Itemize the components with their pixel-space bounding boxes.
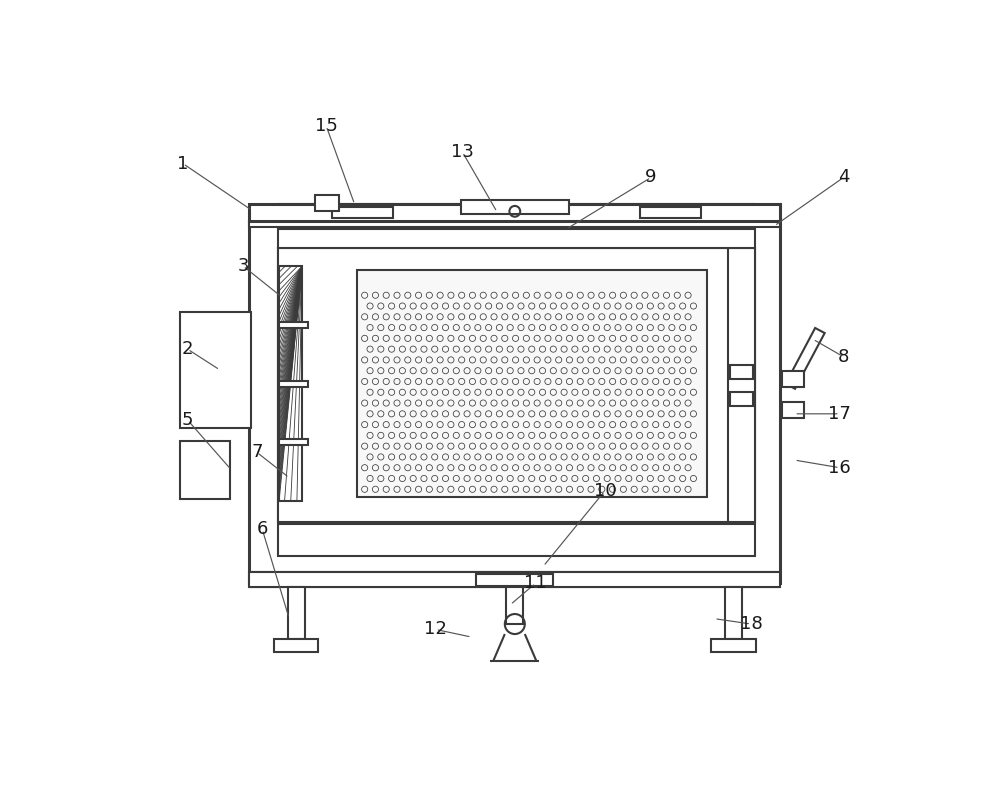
Text: 4: 4 [838,169,849,186]
Text: 15: 15 [315,117,338,135]
Bar [249,572,780,587]
Text: 16: 16 [828,459,851,477]
Bar [725,587,742,639]
Text: 9: 9 [645,169,657,186]
Bar [279,322,308,329]
Text: 2: 2 [182,340,193,358]
Bar [249,204,780,221]
Bar [249,221,780,227]
Text: 11: 11 [524,574,547,592]
Bar [782,371,804,386]
Text: 17: 17 [828,405,851,423]
Bar [180,441,230,498]
Bar [288,587,305,639]
Bar [506,587,523,624]
Bar [274,639,318,652]
Bar [357,270,707,497]
Bar [278,229,755,248]
Text: 18: 18 [740,615,763,633]
Bar [279,266,302,501]
Bar [730,365,753,379]
Text: 10: 10 [594,482,616,500]
Text: 12: 12 [424,620,447,638]
Text: 7: 7 [251,444,263,461]
Bar [711,639,756,652]
Bar [249,221,780,583]
Text: 1: 1 [177,154,189,173]
Bar [332,208,393,219]
Text: 3: 3 [237,257,249,275]
Polygon shape [786,328,825,389]
Bar [782,402,804,417]
Bar [278,248,755,556]
Text: 8: 8 [838,348,849,366]
Text: 13: 13 [451,143,474,161]
Bar [315,195,339,211]
Bar [180,312,251,428]
Bar [640,208,701,219]
Bar [476,574,553,585]
Bar [278,248,755,522]
Bar [279,381,308,386]
Bar [730,392,753,406]
Bar [461,200,569,214]
Bar [279,440,308,445]
Text: 6: 6 [257,520,268,539]
Text: 5: 5 [182,411,193,429]
